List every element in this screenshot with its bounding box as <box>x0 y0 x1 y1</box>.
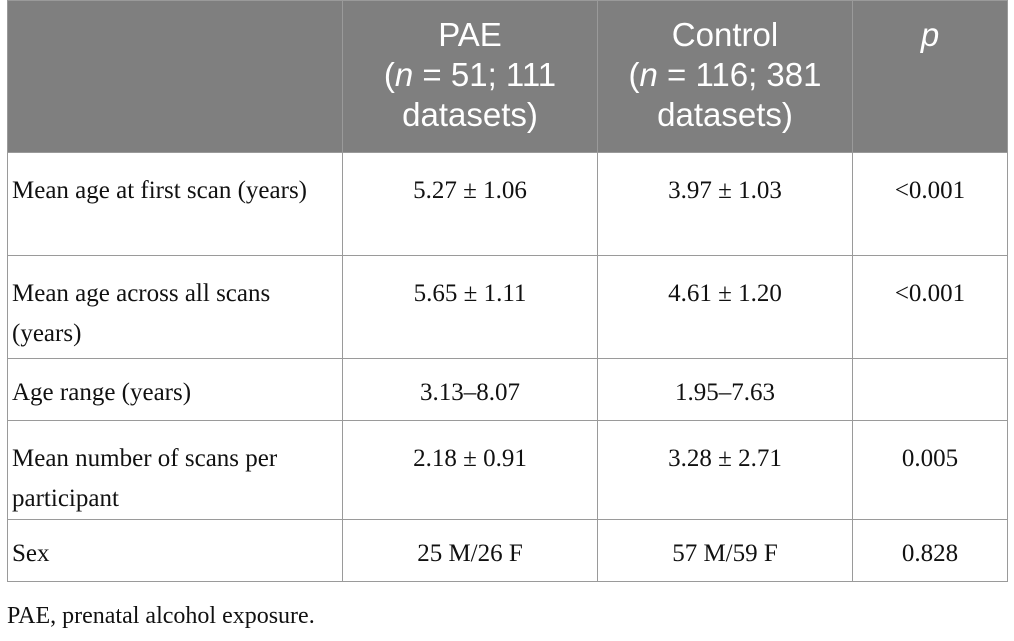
table-body: Mean age at first scan (years) 5.27 ± 1.0… <box>7 152 1008 582</box>
table-cell: 5.27 ± 1.06 <box>342 152 598 256</box>
row-label: Mean number of scans per participant <box>7 420 343 520</box>
table-row: Mean age at first scan (years) 5.27 ± 1.0… <box>7 152 1008 256</box>
table-cell: 1.95–7.63 <box>597 358 853 421</box>
header-detail: = 116; 381 datasets) <box>657 56 822 133</box>
table-cell: 3.13–8.07 <box>342 358 598 421</box>
header-name: Control <box>671 16 779 53</box>
header-name: p <box>920 16 940 53</box>
header-detail: = 51; 111 datasets) <box>402 56 557 133</box>
header-n: n <box>394 56 414 93</box>
table-row: Sex 25 M/26 F 57 M/59 F 0.828 <box>7 519 1008 582</box>
table-cell: <0.001 <box>852 255 1008 359</box>
row-label: Mean age at first scan (years) <box>7 152 343 256</box>
table-cell: 25 M/26 F <box>342 519 598 582</box>
table-cell: 3.28 ± 2.71 <box>597 420 853 520</box>
row-label: Mean age across all scans (years) <box>7 255 343 359</box>
footnote: PAE, prenatal alcohol exposure. <box>7 603 315 629</box>
header-n: n <box>639 56 658 93</box>
table-row: Age range (years) 3.13–8.07 1.95–7.63 <box>7 358 1008 421</box>
table-cell <box>852 358 1008 421</box>
header-cell: p <box>852 0 1008 153</box>
data-table: PAE (n = 51; 111 datasets) Control (n = 11… <box>7 0 1008 582</box>
table-cell: 0.005 <box>852 420 1008 520</box>
header-cell <box>7 0 343 153</box>
header-row: PAE (n = 51; 111 datasets) Control (n = 11… <box>7 0 1008 153</box>
table-cell: 0.828 <box>852 519 1008 582</box>
table-cell: 2.18 ± 0.91 <box>342 420 598 520</box>
table-row: Mean number of scans per participant 2.18… <box>7 420 1008 520</box>
row-label: Sex <box>7 519 343 582</box>
header-detail: ( <box>628 56 640 93</box>
table-cell: 4.61 ± 1.20 <box>597 255 853 359</box>
header-detail: ( <box>383 56 395 93</box>
header-cell: PAE (n = 51; 111 datasets) <box>342 0 598 153</box>
header-name: PAE <box>438 16 502 53</box>
table-row: Mean age across all scans (years) 5.65 ± … <box>7 255 1008 359</box>
header-cell: Control (n = 116; 381 datasets) <box>597 0 853 153</box>
table-cell: 3.97 ± 1.03 <box>597 152 853 256</box>
table-cell: 57 M/59 F <box>597 519 853 582</box>
table-cell: 5.65 ± 1.11 <box>342 255 598 359</box>
row-label: Age range (years) <box>7 358 343 421</box>
table-cell: <0.001 <box>852 152 1008 256</box>
